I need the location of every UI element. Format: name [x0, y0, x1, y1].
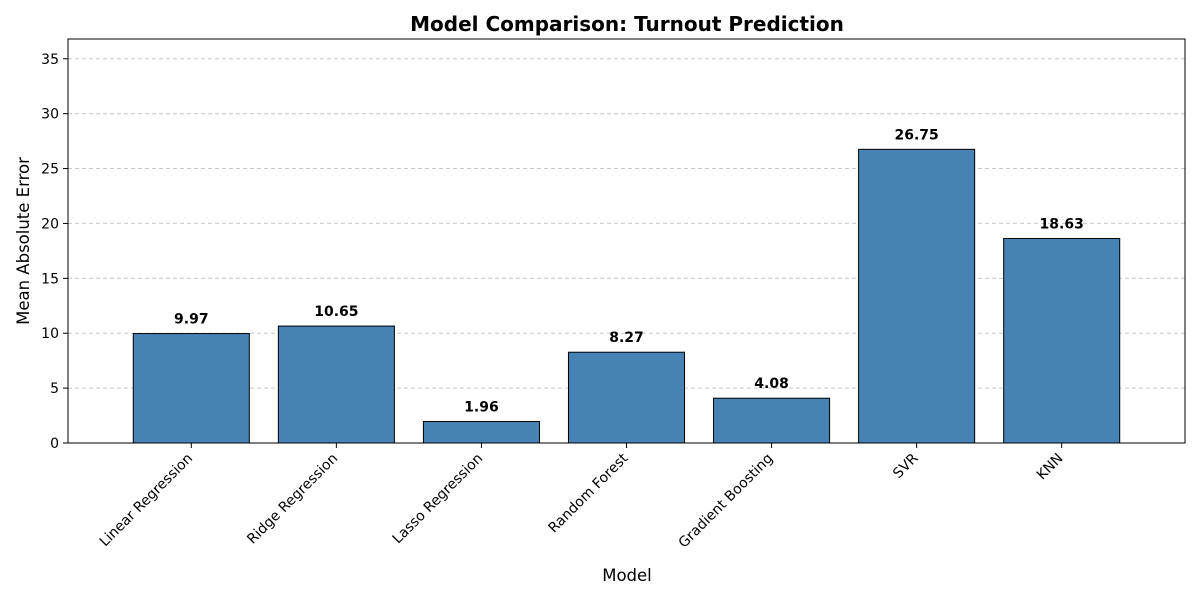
- y-tick-label: 10: [41, 326, 59, 342]
- bars: [132, 148, 1121, 444]
- bar: [858, 148, 976, 444]
- bar: [132, 333, 250, 444]
- data-label: 4.08: [754, 376, 789, 392]
- data-label: 18.63: [1040, 216, 1084, 232]
- data-labels: 9.97 10.65 1.96 8.27 4.08 26.75 18.63: [174, 127, 1084, 415]
- bar: [422, 420, 540, 444]
- y-axis: 0 5 10 15 20 25 30 35: [41, 52, 68, 452]
- bar: [713, 397, 831, 444]
- y-tick-label: 0: [50, 436, 59, 452]
- y-tick-label: 15: [41, 271, 59, 287]
- bar: [277, 325, 395, 444]
- y-tick-label: 35: [41, 52, 59, 68]
- y-tick-label: 5: [50, 381, 59, 397]
- bar: [567, 351, 686, 444]
- data-label: 26.75: [894, 127, 938, 143]
- data-label: 10.65: [314, 304, 358, 320]
- y-tick-label: 30: [41, 107, 59, 123]
- data-label: 9.97: [174, 312, 209, 328]
- x-axis-title: Model: [602, 566, 652, 585]
- y-axis-title: Mean Absolute Error: [14, 157, 33, 325]
- chart-title: Model Comparison: Turnout Prediction: [410, 12, 844, 36]
- y-tick-label: 25: [41, 162, 59, 178]
- y-tick-label: 20: [41, 216, 59, 232]
- data-label: 8.27: [609, 330, 644, 346]
- data-label: 1.96: [464, 399, 499, 415]
- bar: [1003, 237, 1121, 444]
